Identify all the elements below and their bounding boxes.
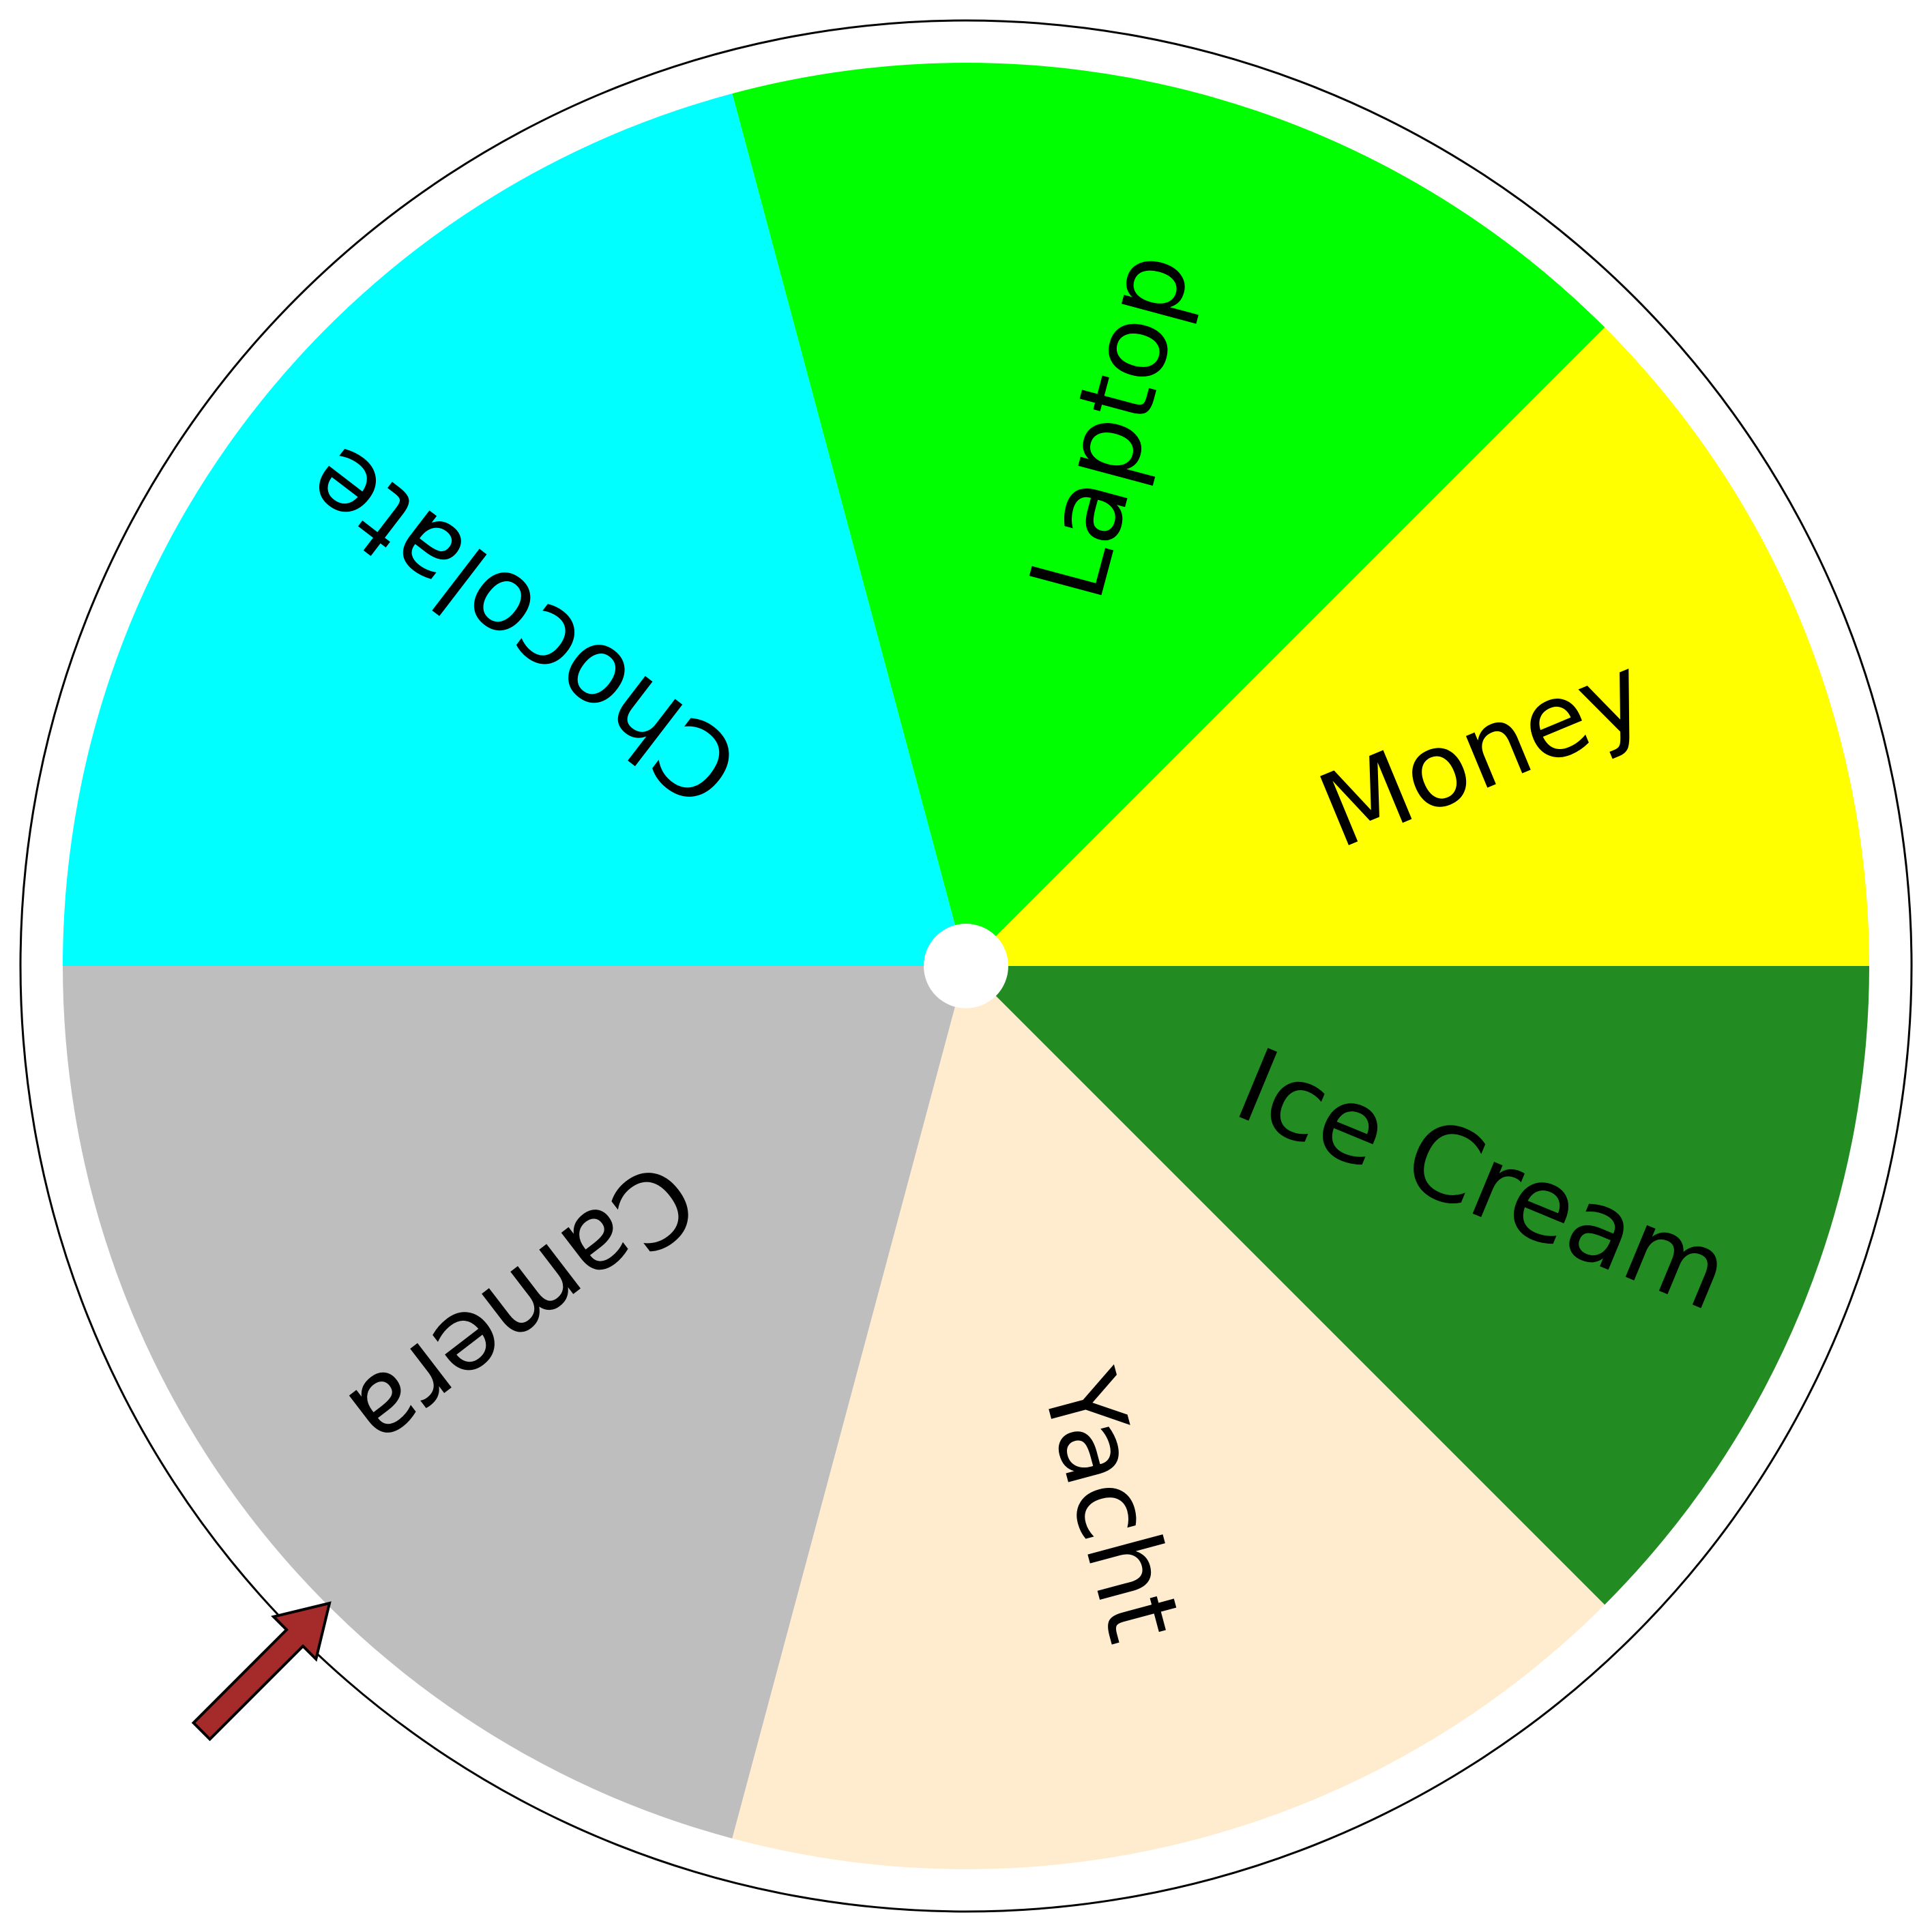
wheel-segment-chocolate[interactable] bbox=[63, 93, 966, 966]
arrow-pointer-icon bbox=[191, 1601, 332, 1742]
wheel-segment-yacht[interactable] bbox=[732, 966, 1605, 1869]
wheel-hub[interactable] bbox=[924, 924, 1008, 1008]
wheel-segment-money[interactable] bbox=[966, 327, 1869, 966]
wheel-segments[interactable] bbox=[63, 62, 1869, 1869]
wheel-segment-laptop[interactable] bbox=[732, 62, 1605, 966]
wheel-segment-ice-cream[interactable] bbox=[966, 966, 1869, 1605]
wheel-segment-camera[interactable] bbox=[63, 966, 966, 1839]
